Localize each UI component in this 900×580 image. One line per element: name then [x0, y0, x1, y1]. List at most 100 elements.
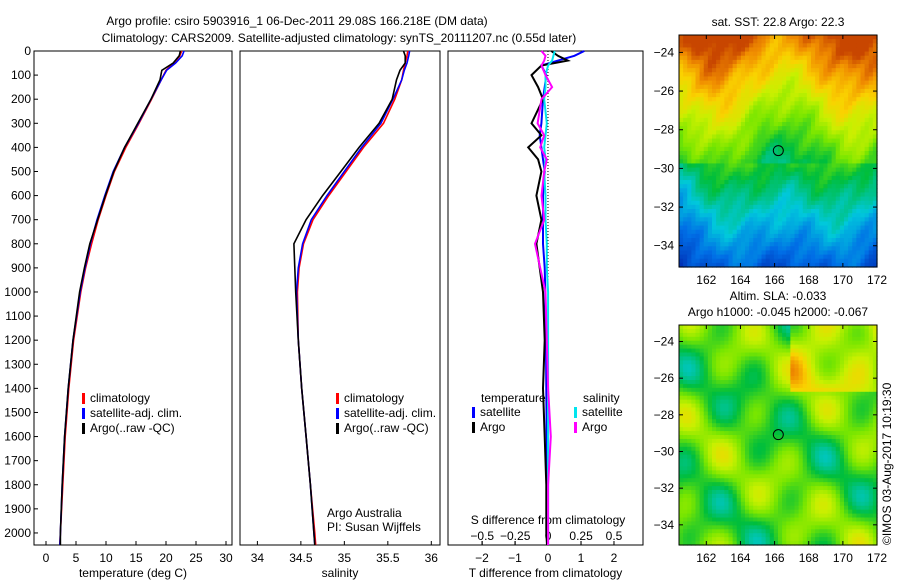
map-cell — [745, 482, 750, 487]
map-cell — [728, 47, 734, 53]
map-cell — [745, 184, 750, 189]
map-cell — [736, 138, 742, 144]
map-cell — [716, 221, 721, 227]
map-cell — [872, 246, 878, 252]
map-cell — [790, 134, 796, 140]
map-cell — [745, 151, 750, 156]
map-cell — [687, 51, 692, 57]
map-cell — [794, 458, 800, 464]
map-cell — [872, 134, 878, 140]
map-cell — [769, 490, 775, 495]
map-cell — [798, 213, 804, 218]
map-cell — [683, 427, 688, 432]
map-cell — [699, 380, 705, 385]
map-cell — [683, 525, 688, 530]
map-cell — [769, 415, 775, 420]
map-cell — [699, 493, 705, 499]
map-cell — [707, 525, 713, 530]
map-cell — [679, 513, 684, 519]
map-cell — [736, 478, 742, 483]
map-cell — [732, 68, 738, 73]
map-cell — [790, 368, 796, 373]
y-tick-label: −34 — [654, 239, 675, 253]
map-cell — [757, 419, 763, 424]
map-cell — [773, 380, 779, 385]
map-cell — [691, 180, 697, 185]
map-cell — [835, 93, 841, 98]
map-cell — [790, 155, 796, 160]
map-cell — [790, 446, 796, 452]
map-cell — [753, 97, 758, 102]
map-cell — [778, 486, 783, 491]
map-cell — [860, 105, 866, 111]
map-cell — [852, 117, 857, 123]
map-cell — [679, 55, 684, 61]
map-cell — [844, 105, 849, 111]
map-cell — [819, 262, 824, 268]
map-cell — [724, 364, 730, 369]
map-cell — [769, 47, 775, 53]
map-cell — [864, 122, 870, 127]
map-cell — [794, 35, 800, 40]
map-cell — [848, 163, 853, 169]
map-cell — [811, 213, 816, 218]
map-cell — [757, 427, 763, 432]
map-cell — [827, 209, 833, 214]
map-cell — [823, 258, 829, 264]
map-cell — [687, 159, 692, 165]
map-cell — [699, 328, 705, 334]
map-cell — [757, 517, 763, 523]
legend-entry: climatology — [344, 391, 404, 405]
map-cell — [827, 180, 833, 185]
map-cell — [848, 175, 853, 181]
map-cell — [749, 482, 754, 487]
map-cell — [761, 442, 767, 448]
map-cell — [815, 450, 820, 456]
map-cell — [716, 72, 721, 78]
map-cell — [695, 352, 701, 358]
map-cell — [745, 167, 750, 173]
map-cell — [687, 242, 692, 247]
map-cell — [695, 403, 701, 409]
map-cell — [691, 356, 697, 361]
map-cell — [703, 184, 709, 189]
map-cell — [864, 142, 870, 148]
map-cell — [794, 493, 800, 499]
map-cell — [753, 167, 758, 173]
map-cell — [687, 196, 692, 202]
map-cell — [679, 450, 684, 456]
map-cell — [761, 146, 767, 152]
map-cell — [856, 59, 862, 65]
y-tick-label: −28 — [654, 123, 675, 137]
map-cell — [806, 513, 812, 519]
map-cell — [753, 328, 758, 334]
map-cell — [844, 146, 849, 152]
map-cell — [802, 364, 808, 369]
map-cell — [831, 427, 837, 432]
map-cell — [753, 490, 758, 495]
map-cell — [753, 138, 758, 144]
map-cell — [716, 39, 721, 44]
map-cell — [745, 513, 750, 519]
map-cell — [724, 376, 730, 381]
map-cell — [687, 192, 692, 198]
map-cell — [852, 88, 857, 94]
map-cell — [740, 328, 746, 334]
map-cell — [736, 59, 742, 65]
map-cell — [745, 204, 750, 210]
map-cell — [872, 59, 878, 65]
map-cell — [839, 93, 845, 98]
y-tick-label: 600 — [11, 189, 31, 203]
map-cell — [679, 360, 684, 365]
map-cell — [864, 192, 870, 198]
map-cell — [835, 142, 841, 148]
map-cell — [703, 163, 709, 169]
map-cell — [815, 59, 820, 65]
map-cell — [712, 474, 717, 479]
map-cell — [757, 486, 763, 491]
map-cell — [703, 383, 709, 389]
map-cell — [778, 399, 783, 405]
map-cell — [827, 387, 833, 393]
map-cell — [786, 254, 791, 260]
map-cell — [740, 497, 746, 503]
